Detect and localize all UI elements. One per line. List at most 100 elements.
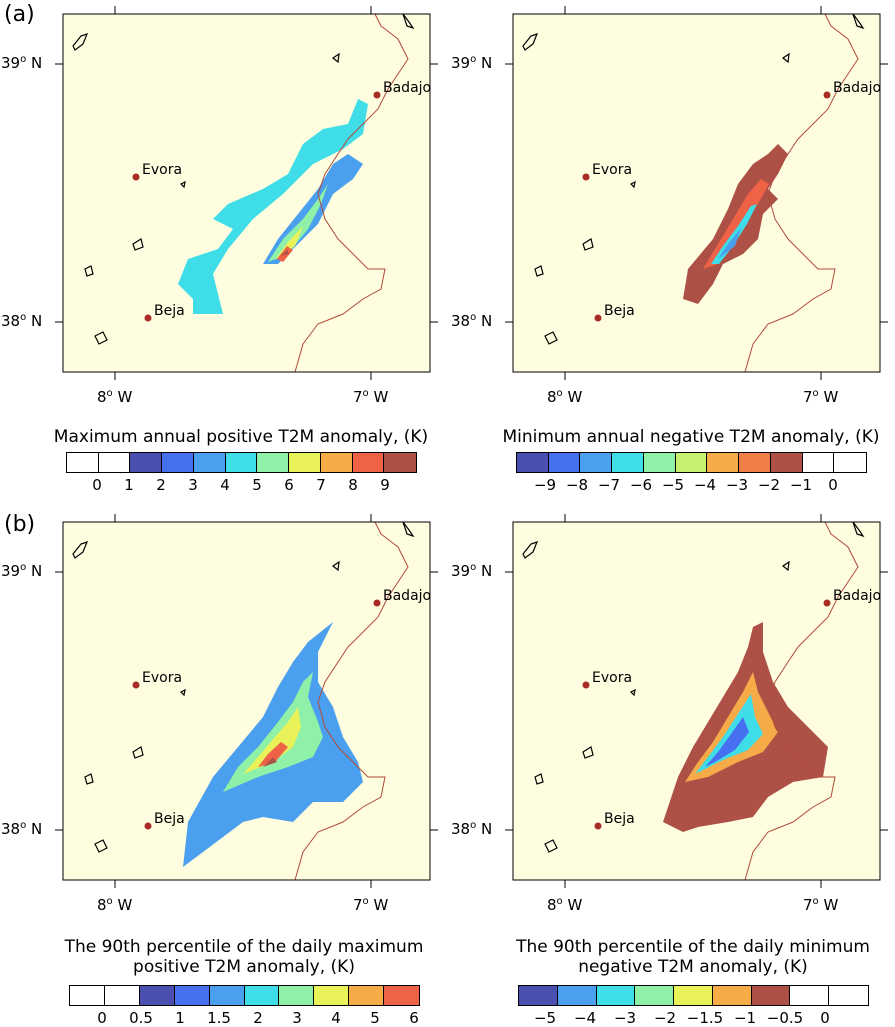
map-background — [513, 14, 880, 372]
lat-tick-label: 38o N — [1, 312, 43, 330]
colorbar-label: 4 — [220, 476, 230, 494]
colorbar-label: −9 — [533, 476, 557, 494]
colorbar-swatch — [519, 986, 558, 1005]
anomaly-area — [711, 204, 757, 264]
city-marker-badajoz — [373, 599, 381, 607]
city-marker-evora — [132, 681, 140, 689]
colorbar-swatch — [225, 453, 258, 472]
anomaly-area — [705, 717, 749, 767]
colorbar-label: 7 — [316, 476, 326, 494]
reservoir-contour — [331, 560, 340, 572]
colorbar-swatch — [557, 986, 597, 1005]
city-label-beja: Beja — [154, 811, 185, 827]
city-label-badajoz: Badajoz — [383, 80, 438, 96]
colorbar-label: 1.5 — [207, 1009, 231, 1027]
colorbar — [516, 452, 867, 473]
colorbar-swatch — [209, 986, 245, 1005]
city-label-beja: Beja — [154, 303, 185, 319]
city-marker-beja — [594, 822, 602, 830]
city-marker-beja — [144, 314, 152, 322]
colorbar-label: 0.5 — [129, 1009, 153, 1027]
city-label-beja: Beja — [604, 303, 635, 319]
reservoir-contour — [544, 839, 558, 853]
colorbar-swatch — [279, 986, 315, 1005]
colorbar-label: 0 — [97, 1009, 107, 1027]
colorbar-swatch — [674, 986, 713, 1005]
reservoir-contour — [84, 773, 94, 785]
colorbar-swatch — [384, 986, 420, 1005]
colorbar-label: 2 — [253, 1009, 263, 1027]
colorbar-label: 5 — [370, 1009, 380, 1027]
colorbar-swatch — [384, 453, 417, 472]
colorbar-swatch — [289, 453, 321, 472]
colorbar-label: 1 — [124, 476, 134, 494]
anomaly-area — [718, 228, 741, 259]
city-marker-badajoz — [823, 91, 831, 99]
colorbar-swatch — [320, 453, 353, 472]
colorbar-swatch — [162, 453, 194, 472]
colorbar-label: 0 — [820, 1009, 830, 1027]
colorbar — [518, 985, 869, 1006]
map-a-left: Badajoz Evora Beja — [55, 6, 438, 380]
reservoir-contour — [94, 839, 108, 853]
lat-tick-label: 39o N — [1, 54, 43, 72]
colorbar-label: 3 — [292, 1009, 302, 1027]
reservoir-contour — [179, 180, 186, 189]
map-frame — [62, 521, 431, 881]
lat-tick-label: 39o N — [451, 562, 493, 580]
colorbar-swatch — [635, 986, 675, 1005]
colorbar-label: −2 — [757, 476, 781, 494]
colorbar-label: 4 — [331, 1009, 341, 1027]
lon-tick-label: 7o W — [803, 388, 839, 406]
colorbar-swatch — [834, 453, 867, 472]
colorbar-label: −3 — [613, 1009, 637, 1027]
colorbar-swatch — [349, 986, 385, 1005]
reservoir-contour — [132, 746, 144, 759]
lon-tick-label: 8o W — [547, 388, 583, 406]
colorbar-swatch — [517, 453, 549, 472]
reservoir-contour — [629, 688, 636, 697]
reservoir-contour — [179, 688, 186, 697]
colorbar-label: 0 — [92, 476, 102, 494]
colorbar-swatch — [580, 453, 613, 472]
reservoir-contour — [781, 560, 790, 572]
colorbar-swatch — [67, 453, 99, 472]
reservoir-contour — [534, 773, 544, 785]
colorbar-label: −2 — [653, 1009, 677, 1027]
colorbar-label: 8 — [348, 476, 358, 494]
colorbar-swatch — [612, 453, 644, 472]
anomaly-area — [703, 179, 769, 269]
colorbar-swatch — [790, 986, 830, 1005]
reservoir-contour — [402, 522, 415, 538]
city-marker-evora — [132, 173, 140, 181]
colorbar-swatch — [314, 986, 350, 1005]
city-label-evora: Evora — [592, 670, 632, 686]
reservoir-contour — [582, 238, 594, 251]
colorbar-swatch — [739, 453, 771, 472]
country-border — [744, 522, 859, 880]
lat-tick-label: 38o N — [1, 820, 43, 838]
colorbar-title: Maximum annual positive T2M anomaly, (K) — [53, 427, 429, 447]
colorbar-title: The 90th percentile of the daily maximum… — [64, 937, 424, 977]
reservoir-contour — [132, 238, 144, 251]
panel-label-a: (a) — [4, 2, 35, 27]
colorbar-label: −1 — [789, 476, 813, 494]
anomaly-area — [243, 707, 301, 774]
colorbar-swatch — [802, 453, 835, 472]
map-b-right: Badajoz Evora Beja — [505, 514, 888, 888]
city-label-badajoz: Badajoz — [833, 588, 888, 604]
colorbar-swatch — [770, 453, 803, 472]
lon-tick-label: 8o W — [97, 896, 133, 914]
city-label-badajoz: Badajoz — [383, 588, 438, 604]
lon-tick-label: 7o W — [353, 388, 389, 406]
city-marker-beja — [594, 314, 602, 322]
colorbar-label: −4 — [693, 476, 717, 494]
lon-tick-label: 7o W — [803, 896, 839, 914]
colorbar-label: −5 — [533, 1009, 557, 1027]
colorbar-swatch — [548, 453, 581, 472]
colorbar-label: 6 — [284, 476, 294, 494]
colorbar-swatch — [751, 986, 791, 1005]
lat-tick-label: 38o N — [451, 820, 493, 838]
colorbar-label: 6 — [409, 1009, 419, 1027]
colorbar-swatch — [130, 453, 163, 472]
